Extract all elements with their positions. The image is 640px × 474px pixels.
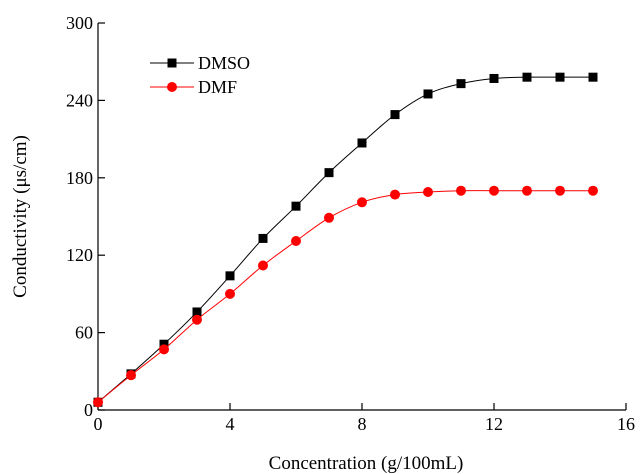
x-tick-label: 0	[94, 414, 103, 434]
y-tick-label: 120	[66, 245, 93, 265]
y-axis-title: Conductivity (μs/cm)	[10, 135, 31, 298]
data-point-dmso	[588, 72, 598, 82]
data-point-dmf	[126, 370, 136, 381]
data-point-dmso	[324, 168, 334, 178]
data-point-dmf	[93, 397, 103, 408]
data-point-dmf	[225, 288, 235, 299]
y-tick-label: 180	[66, 168, 93, 188]
data-point-dmso	[258, 233, 268, 243]
data-point-dmf	[588, 185, 598, 196]
legend-swatch-marker	[167, 58, 177, 68]
data-point-dmso	[159, 339, 169, 349]
ticks: 0 60 120 180 240 300 0 4 8 12 16	[66, 13, 635, 434]
series-dmso	[93, 72, 598, 407]
series-line-dmso	[97, 76, 593, 403]
data-point-dmf	[291, 236, 301, 247]
axes	[97, 23, 626, 411]
y-tick-label: 240	[66, 90, 93, 110]
data-point-dmf	[324, 212, 334, 223]
legend-item-dmf: DMF	[150, 77, 237, 97]
data-point-dmso	[192, 307, 202, 317]
y-tick-label: 60	[75, 323, 93, 343]
legend-label: DMF	[198, 77, 237, 97]
data-point-dmso	[456, 79, 466, 89]
legend: DMSO DMF	[150, 53, 250, 97]
data-point-dmf	[522, 185, 532, 196]
x-tick-label: 4	[226, 414, 235, 434]
legend-label: DMSO	[198, 53, 250, 73]
data-point-dmso	[225, 271, 235, 281]
data-point-dmf	[192, 314, 202, 325]
series-layer	[93, 72, 598, 408]
x-axis-title: Concentration (g/100mL)	[269, 453, 464, 474]
data-point-dmf	[357, 197, 367, 208]
y-tick-label: 300	[66, 13, 93, 33]
data-point-dmso	[555, 72, 565, 82]
data-point-dmf	[390, 189, 400, 200]
data-point-dmso	[390, 110, 400, 120]
x-tick-label: 12	[485, 414, 503, 434]
data-point-dmso	[522, 72, 532, 82]
legend-swatch-marker	[167, 82, 177, 92]
data-point-dmso	[291, 201, 301, 211]
x-tick-label: 8	[358, 414, 367, 434]
series-line-dmf	[97, 190, 593, 403]
series-dmf	[93, 185, 598, 408]
data-point-dmso	[489, 73, 499, 83]
data-point-dmf	[555, 185, 565, 196]
data-point-dmf	[456, 185, 466, 196]
data-point-dmf	[258, 260, 268, 271]
data-point-dmso	[357, 138, 367, 148]
x-tick-label: 16	[617, 414, 635, 434]
data-point-dmf	[423, 186, 433, 197]
data-point-dmso	[423, 89, 433, 99]
legend-item-dmso: DMSO	[150, 53, 250, 73]
data-point-dmf	[159, 344, 169, 355]
data-point-dmf	[489, 185, 499, 196]
y-tick-label: 0	[84, 400, 93, 420]
